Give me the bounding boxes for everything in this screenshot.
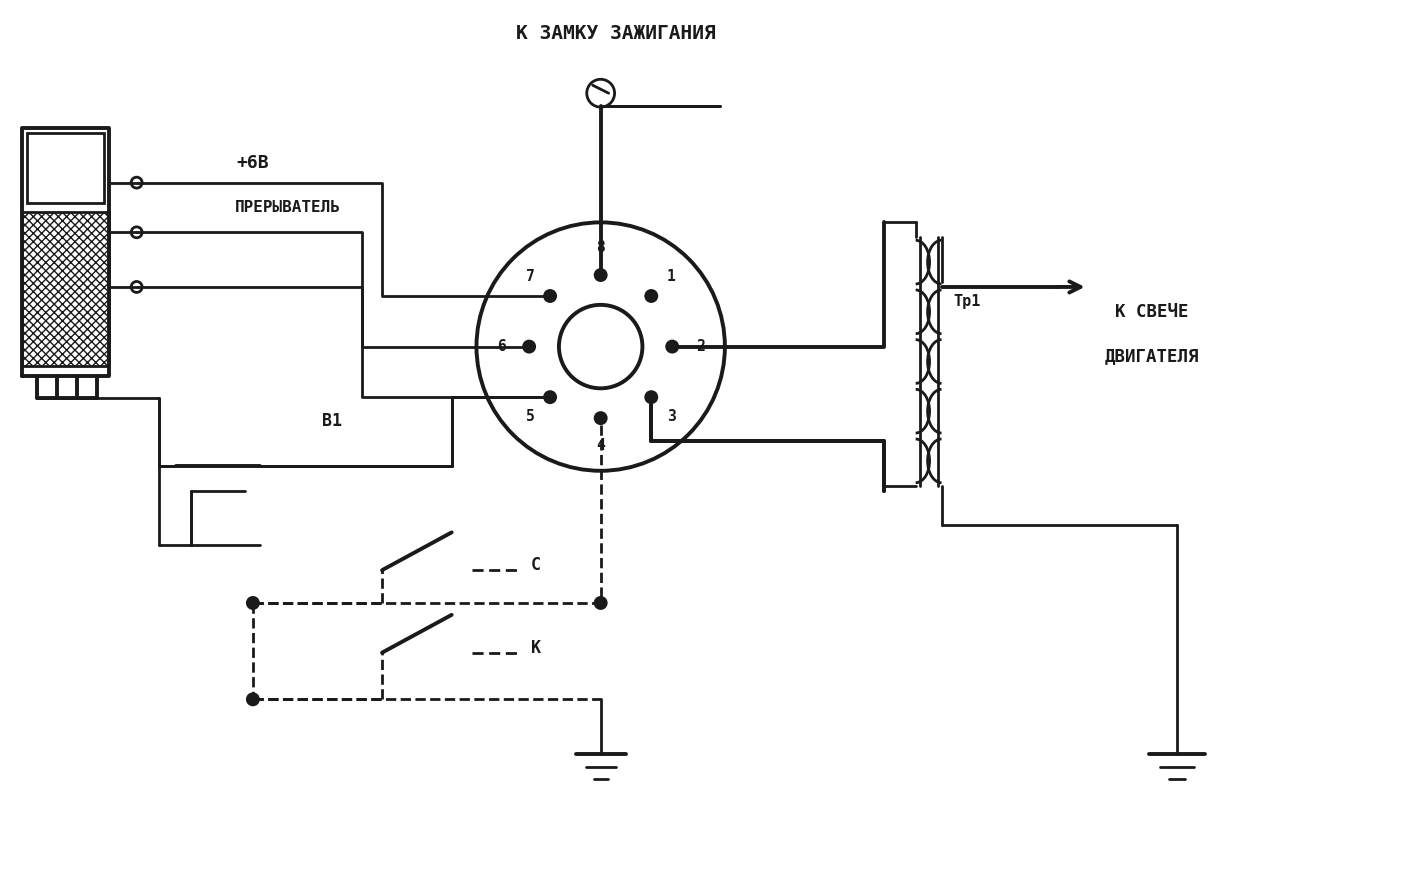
Circle shape [543, 289, 557, 303]
Text: 8: 8 [597, 240, 605, 255]
Circle shape [594, 268, 608, 282]
Circle shape [645, 289, 659, 303]
Text: 6: 6 [496, 339, 506, 354]
Text: В1: В1 [322, 412, 342, 430]
Text: 3: 3 [666, 409, 676, 424]
Text: 1: 1 [666, 269, 676, 284]
Text: С: С [532, 556, 542, 574]
Circle shape [543, 390, 557, 404]
Circle shape [594, 596, 608, 610]
Text: ДВИГАТЕЛЯ: ДВИГАТЕЛЯ [1104, 348, 1199, 365]
Circle shape [594, 411, 608, 425]
Circle shape [246, 692, 260, 706]
Circle shape [246, 596, 260, 610]
Text: 4: 4 [597, 439, 605, 454]
Circle shape [665, 340, 679, 354]
Text: 2: 2 [696, 339, 704, 354]
Text: Тр1: Тр1 [953, 294, 981, 309]
Text: 5: 5 [526, 409, 534, 424]
Bar [27, 133, 103, 202]
Text: ПРЕРЫВАТЕЛЬ: ПРЕРЫВАТЕЛЬ [235, 200, 341, 215]
Text: 7: 7 [526, 269, 534, 284]
Text: +6В: +6В [236, 154, 269, 172]
Bar [23, 213, 109, 366]
Circle shape [522, 340, 536, 354]
Text: К ЗАМКУ ЗАЖИГАНИЯ: К ЗАМКУ ЗАЖИГАНИЯ [516, 24, 715, 43]
Circle shape [645, 390, 659, 404]
Text: К СВЕЧЕ: К СВЕЧЕ [1116, 303, 1189, 321]
Text: К: К [532, 639, 542, 657]
